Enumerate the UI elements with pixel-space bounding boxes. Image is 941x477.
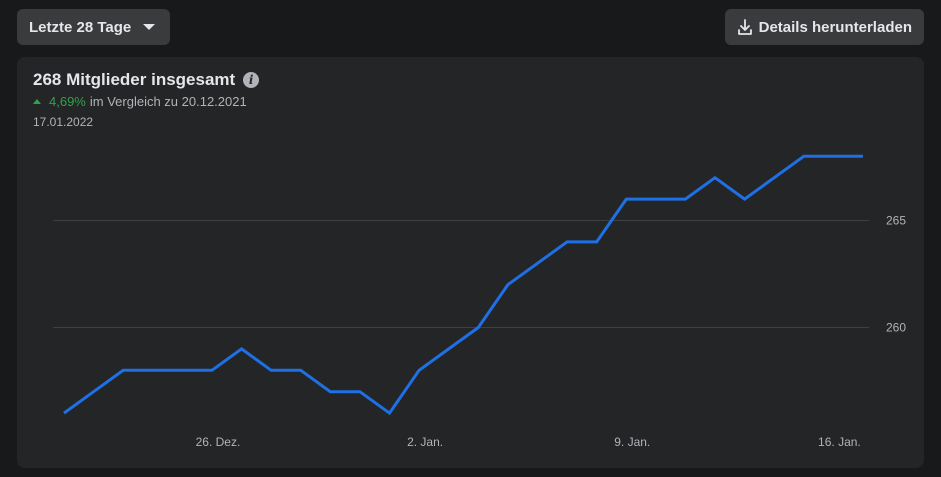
data-point[interactable] [413, 364, 425, 376]
y-tick-label: 265 [886, 214, 906, 228]
date-range-label: Letzte 28 Tage [29, 18, 132, 36]
data-point[interactable] [620, 193, 632, 205]
data-point[interactable] [147, 364, 159, 376]
data-point[interactable] [827, 150, 839, 162]
data-point[interactable] [739, 193, 751, 205]
x-tick-label: 26. Dez. [196, 435, 241, 449]
change-row: 4,69% im Vergleich zu 20.12.2021 [33, 94, 247, 109]
data-point[interactable] [531, 257, 543, 269]
line-chart: 260 265 26. Dez. 2. Jan. 9. Jan. 16. Jan. [53, 150, 906, 449]
card-header: 268 Mitglieder insgesamt i [33, 70, 260, 90]
data-point[interactable] [650, 193, 662, 205]
data-point[interactable] [324, 386, 336, 398]
x-tick-label: 9. Jan. [614, 435, 650, 449]
data-point[interactable] [502, 279, 514, 291]
data-point[interactable] [354, 386, 366, 398]
data-point[interactable] [591, 236, 603, 248]
x-tick-label: 16. Jan. [818, 435, 861, 449]
data-point[interactable] [768, 172, 780, 184]
x-tick-label: 2. Jan. [407, 435, 443, 449]
members-chart-card: 268 Mitglieder insgesamt i 4,69% im Verg… [17, 57, 924, 468]
info-icon[interactable]: i [243, 72, 260, 88]
data-point[interactable] [561, 236, 573, 248]
data-point[interactable] [176, 364, 188, 376]
data-point[interactable] [88, 386, 100, 398]
download-label: Details herunterladen [758, 18, 912, 36]
card-title: 268 Mitglieder insgesamt [33, 70, 236, 89]
data-point[interactable] [58, 407, 70, 419]
data-point[interactable] [236, 343, 248, 355]
data-point[interactable] [857, 150, 869, 162]
date-range-dropdown[interactable]: Letzte 28 Tage [17, 9, 170, 45]
download-icon [737, 18, 752, 35]
data-point[interactable] [295, 364, 307, 376]
change-value: 4,69% [49, 94, 86, 109]
data-point[interactable] [472, 322, 484, 334]
y-tick-label: 260 [886, 321, 906, 335]
data-point[interactable] [206, 364, 218, 376]
data-point[interactable] [798, 150, 810, 162]
data-point[interactable] [679, 193, 691, 205]
up-arrow-icon [33, 99, 41, 104]
caret-down-icon [143, 24, 155, 30]
data-point[interactable] [709, 172, 721, 184]
download-details-button[interactable]: Details herunterladen [724, 9, 924, 45]
date-label: 17.01.2022 [33, 115, 94, 129]
data-point[interactable] [265, 364, 277, 376]
data-point[interactable] [384, 407, 396, 419]
data-point[interactable] [443, 343, 455, 355]
data-point[interactable] [117, 364, 129, 376]
change-text: im Vergleich zu 20.12.2021 [89, 94, 247, 109]
members-line [63, 154, 863, 416]
